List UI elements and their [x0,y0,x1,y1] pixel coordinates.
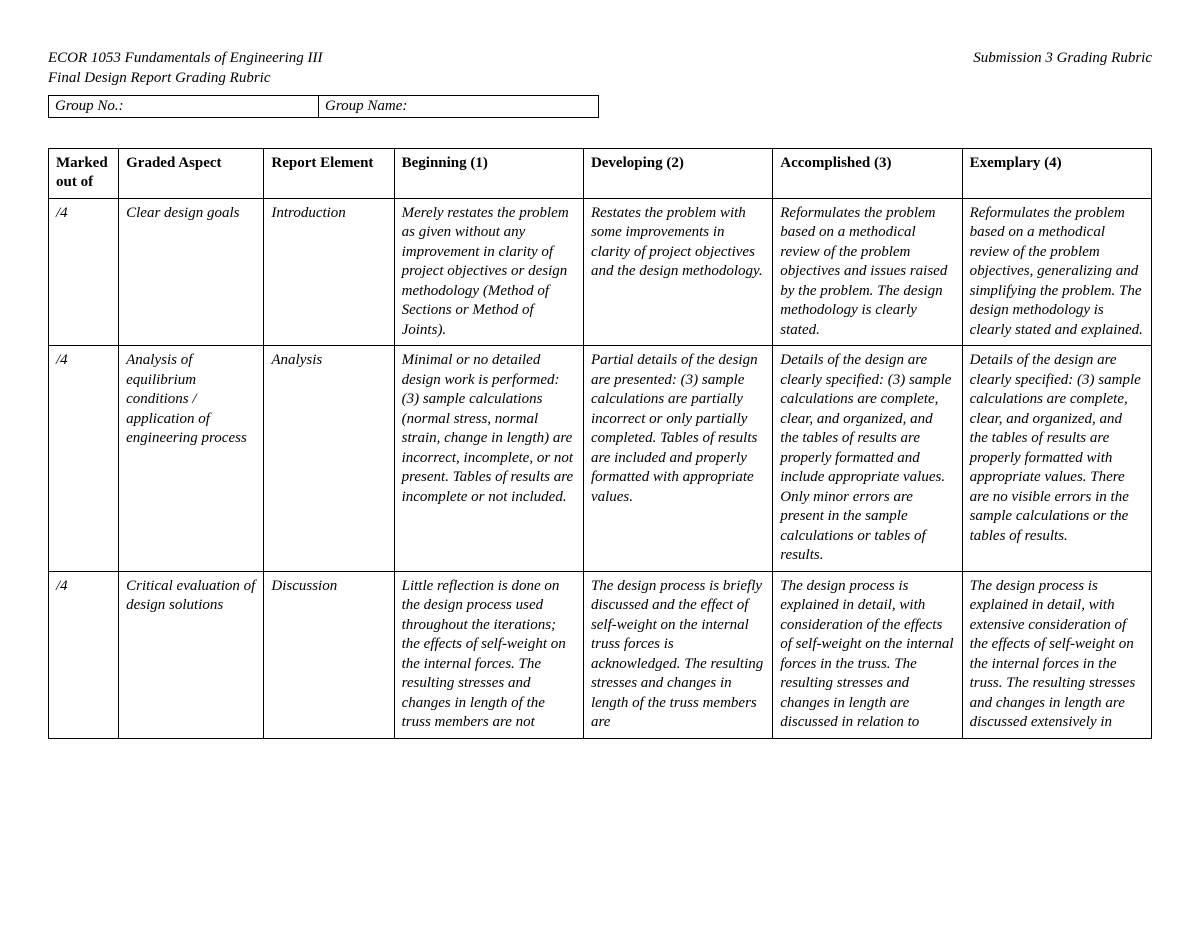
group-no-cell: Group No.: [49,95,319,117]
col-header-element: Report Element [264,148,394,198]
marked-cell: /4 [49,571,119,738]
table-row: Group No.: Group Name: [49,95,599,117]
accomplished-cell: Details of the design are clearly specif… [773,346,962,572]
col-header-accomplished: Accomplished (3) [773,148,962,198]
table-row: /4Analysis of equilibrium conditions / a… [49,346,1152,572]
col-header-exemplary: Exemplary (4) [962,148,1151,198]
page-header: ECOR 1053 Fundamentals of Engineering II… [48,48,1152,89]
col-header-developing: Developing (2) [583,148,772,198]
exemplary-cell: Reformulates the problem based on a meth… [962,198,1151,346]
table-row: /4Clear design goalsIntroductionMerely r… [49,198,1152,346]
marked-cell: /4 [49,346,119,572]
rubric-body: /4Clear design goalsIntroductionMerely r… [49,198,1152,738]
table-row: /4Critical evaluation of design solution… [49,571,1152,738]
header-right: Submission 3 Grading Rubric [973,48,1152,89]
beginning-cell: Little reflection is done on the design … [394,571,583,738]
developing-cell: Partial details of the design are presen… [583,346,772,572]
aspect-cell: Analysis of equilibrium conditions / app… [119,346,264,572]
aspect-cell: Clear design goals [119,198,264,346]
accomplished-cell: The design process is explained in detai… [773,571,962,738]
col-header-aspect: Graded Aspect [119,148,264,198]
aspect-cell: Critical evaluation of design solutions [119,571,264,738]
course-title: ECOR 1053 Fundamentals of Engineering II… [48,48,323,68]
beginning-cell: Merely restates the problem as given wit… [394,198,583,346]
header-left: ECOR 1053 Fundamentals of Engineering II… [48,48,323,89]
accomplished-cell: Reformulates the problem based on a meth… [773,198,962,346]
rubric-table: Marked out of Graded Aspect Report Eleme… [48,148,1152,739]
rubric-header-row: Marked out of Graded Aspect Report Eleme… [49,148,1152,198]
developing-cell: The design process is briefly discussed … [583,571,772,738]
marked-cell: /4 [49,198,119,346]
element-cell: Analysis [264,346,394,572]
exemplary-cell: Details of the design are clearly specif… [962,346,1151,572]
beginning-cell: Minimal or no detailed design work is pe… [394,346,583,572]
exemplary-cell: The design process is explained in detai… [962,571,1151,738]
element-cell: Introduction [264,198,394,346]
rubric-subtitle: Final Design Report Grading Rubric [48,68,323,88]
group-info-table: Group No.: Group Name: [48,95,599,118]
group-name-cell: Group Name: [319,95,599,117]
col-header-marked: Marked out of [49,148,119,198]
developing-cell: Restates the problem with some improveme… [583,198,772,346]
element-cell: Discussion [264,571,394,738]
col-header-beginning: Beginning (1) [394,148,583,198]
